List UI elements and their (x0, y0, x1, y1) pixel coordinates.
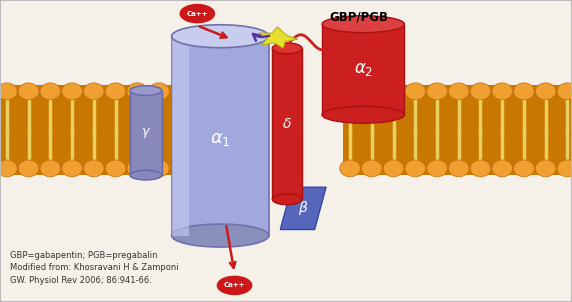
Ellipse shape (535, 160, 556, 177)
Ellipse shape (470, 83, 491, 100)
Text: $\delta$: $\delta$ (282, 117, 292, 131)
Text: $\alpha_2$: $\alpha_2$ (353, 60, 373, 79)
Ellipse shape (362, 160, 382, 177)
Ellipse shape (405, 160, 426, 177)
Ellipse shape (514, 160, 534, 177)
Ellipse shape (427, 83, 447, 100)
Ellipse shape (322, 16, 404, 33)
Text: $\alpha_1$: $\alpha_1$ (210, 130, 231, 148)
Polygon shape (280, 187, 326, 230)
Text: $\gamma$: $\gamma$ (141, 126, 151, 140)
Ellipse shape (272, 194, 302, 205)
Ellipse shape (322, 106, 404, 123)
Ellipse shape (340, 83, 360, 100)
Ellipse shape (272, 43, 302, 54)
Ellipse shape (383, 83, 404, 100)
Ellipse shape (62, 83, 82, 100)
Ellipse shape (84, 160, 104, 177)
Ellipse shape (340, 160, 360, 177)
Text: Ca++: Ca++ (224, 282, 245, 288)
Bar (343, 85, 572, 175)
Ellipse shape (170, 83, 191, 100)
Bar (172, 36, 189, 236)
FancyBboxPatch shape (272, 48, 302, 199)
FancyBboxPatch shape (130, 91, 162, 175)
Circle shape (180, 5, 214, 23)
Ellipse shape (557, 83, 572, 100)
Ellipse shape (448, 160, 469, 177)
Ellipse shape (18, 83, 39, 100)
Ellipse shape (149, 83, 169, 100)
Ellipse shape (172, 224, 269, 247)
Ellipse shape (40, 83, 61, 100)
Polygon shape (259, 27, 298, 48)
Ellipse shape (362, 83, 382, 100)
Ellipse shape (62, 160, 82, 177)
Ellipse shape (514, 83, 534, 100)
FancyArrowPatch shape (253, 34, 269, 41)
Ellipse shape (127, 160, 148, 177)
Ellipse shape (130, 86, 162, 95)
Ellipse shape (470, 160, 491, 177)
Text: $\beta$: $\beta$ (298, 199, 308, 217)
Ellipse shape (149, 160, 169, 177)
Bar (172, 36, 269, 236)
Ellipse shape (127, 83, 148, 100)
Ellipse shape (383, 160, 404, 177)
Ellipse shape (492, 83, 513, 100)
Text: GBP/PGB: GBP/PGB (329, 11, 388, 24)
Ellipse shape (0, 160, 17, 177)
Ellipse shape (0, 83, 17, 100)
Ellipse shape (535, 83, 556, 100)
Ellipse shape (40, 160, 61, 177)
Circle shape (217, 276, 252, 294)
Ellipse shape (84, 83, 104, 100)
Ellipse shape (130, 170, 162, 180)
Ellipse shape (105, 83, 126, 100)
Ellipse shape (427, 160, 447, 177)
Ellipse shape (557, 160, 572, 177)
Ellipse shape (172, 25, 269, 48)
Ellipse shape (448, 83, 469, 100)
FancyBboxPatch shape (322, 24, 404, 115)
Ellipse shape (405, 83, 426, 100)
Text: GBP=gabapentin; PGB=pregabalin
Modified from: Khosravani H & Zamponi
GW. Physiol: GBP=gabapentin; PGB=pregabalin Modified … (10, 251, 179, 285)
Ellipse shape (170, 160, 191, 177)
Bar (0, 85, 189, 175)
Ellipse shape (18, 160, 39, 177)
Ellipse shape (105, 160, 126, 177)
Text: Ca++: Ca++ (186, 11, 208, 17)
Ellipse shape (492, 160, 513, 177)
